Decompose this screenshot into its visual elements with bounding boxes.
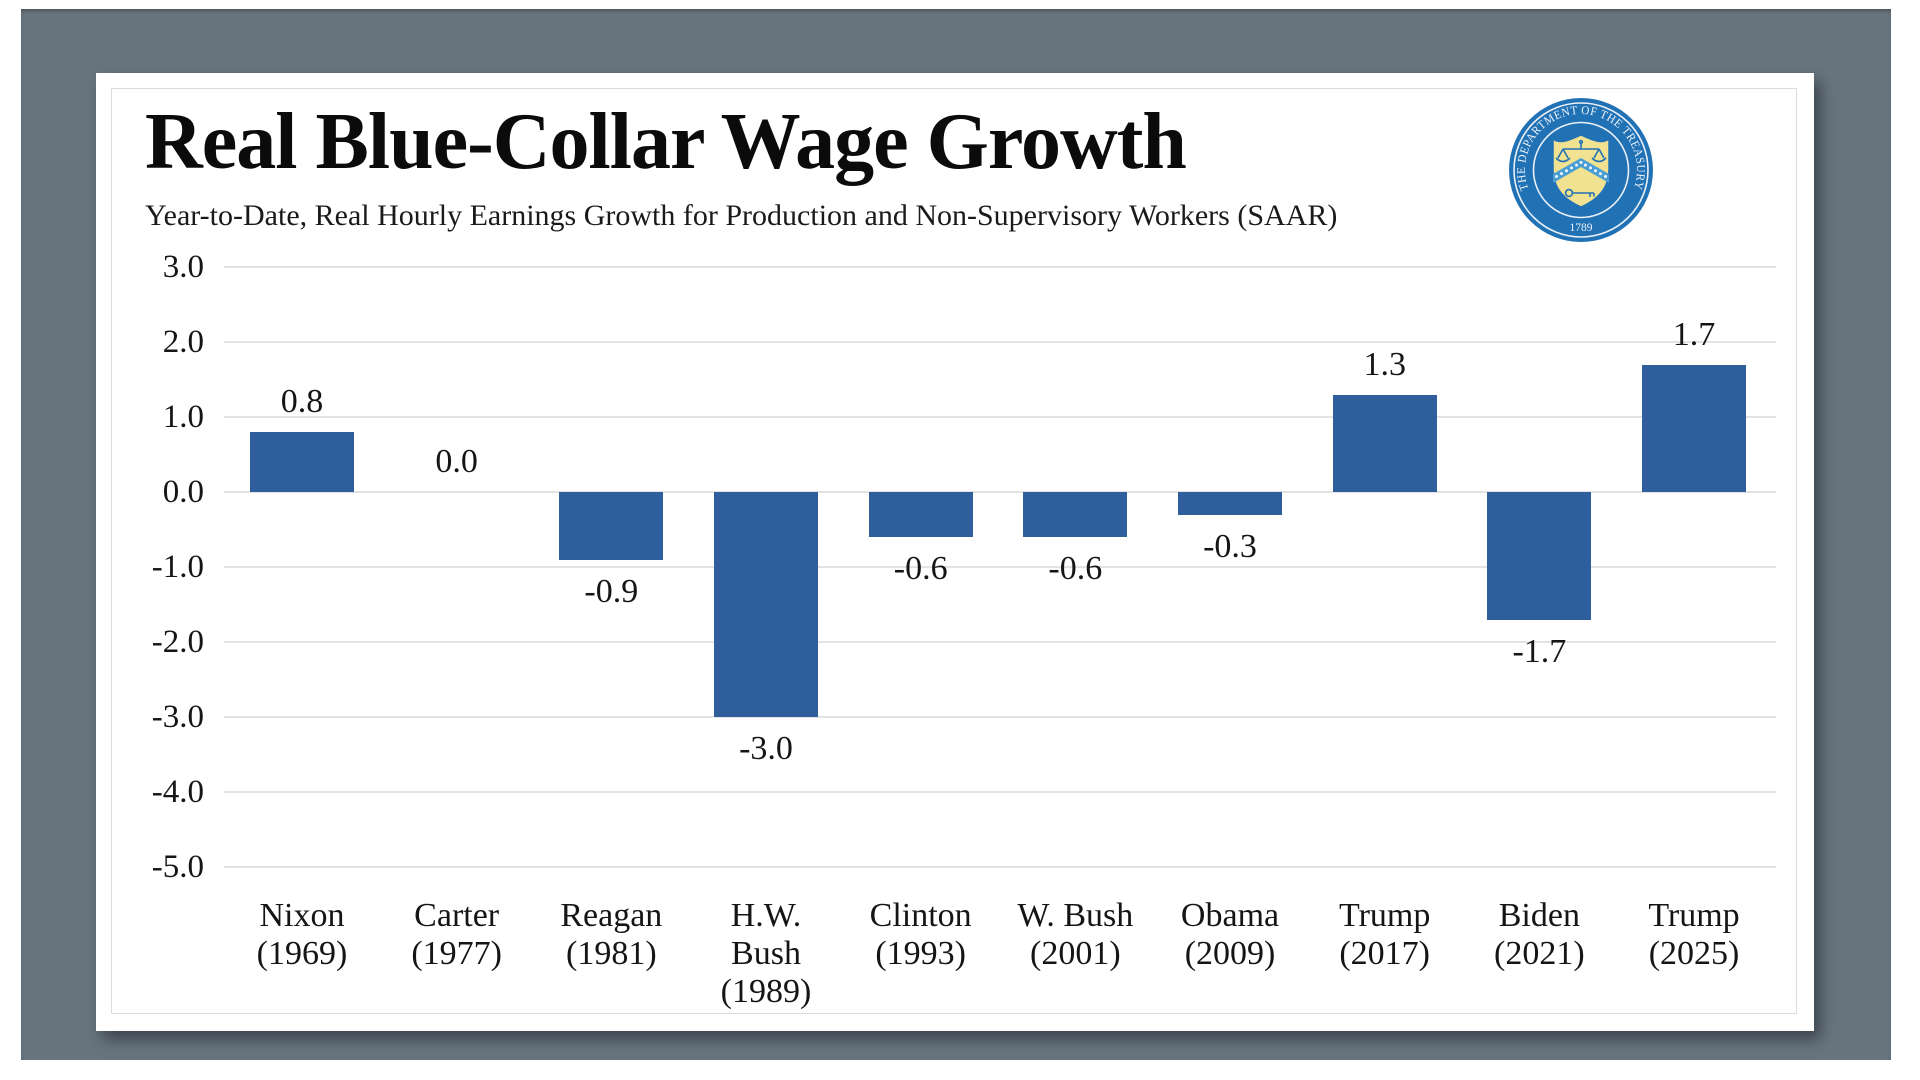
bar-value-label: 1.7 xyxy=(1672,315,1716,353)
x-axis-label-line: Biden xyxy=(1498,897,1580,934)
x-axis-category-label: Reagan (1981) xyxy=(560,897,662,973)
x-axis-label-line: Reagan xyxy=(560,897,663,934)
bar xyxy=(1332,394,1437,492)
x-axis-label-line: Trump xyxy=(1339,897,1431,934)
chart-card: Real Blue-Collar Wage Growth Year-to-Dat… xyxy=(96,73,1814,1031)
x-axis-category-label: W. Bush (2001) xyxy=(1017,897,1133,973)
x-axis-label-line: H.W. xyxy=(730,897,802,934)
x-axis-label-line: Trump xyxy=(1648,897,1740,934)
bar xyxy=(1487,492,1592,620)
bar xyxy=(1178,492,1283,515)
x-axis-category-label: H.W. Bush (1989) xyxy=(721,897,812,1011)
chart-subtitle: Year-to-Date, Real Hourly Earnings Growt… xyxy=(145,199,1338,232)
x-axis-label-line: W. Bush xyxy=(1017,897,1134,934)
bar xyxy=(1642,364,1747,492)
x-axis-label-line: (2017) xyxy=(1339,935,1431,972)
y-axis-tick-label: -2.0 xyxy=(151,624,204,660)
x-axis-label-line: Obama xyxy=(1180,897,1280,934)
seal-scales-icon xyxy=(1555,139,1607,163)
x-axis-label-line: (2001) xyxy=(1030,935,1121,972)
seal-key-icon xyxy=(1564,188,1595,198)
bar-value-label: -0.3 xyxy=(1203,527,1257,565)
bar-value-label: -0.6 xyxy=(1048,550,1103,587)
bar xyxy=(559,492,664,560)
x-axis-label-line: (1977) xyxy=(411,935,502,972)
x-axis-label-line: (1969) xyxy=(256,935,348,972)
gridline xyxy=(224,416,1776,418)
gridline xyxy=(224,566,1776,568)
gridline xyxy=(224,341,1776,343)
gridline xyxy=(224,866,1776,868)
x-axis-category-label: Biden (2021) xyxy=(1494,897,1585,973)
treasury-seal-icon: THE DEPARTMENT OF THE TREASURY 1789 xyxy=(1509,98,1653,242)
x-axis-category-label: Carter (1977) xyxy=(411,897,502,973)
bar xyxy=(1023,492,1128,537)
bar xyxy=(250,432,354,492)
seal-chevron-stars xyxy=(1555,161,1607,178)
y-axis-tick-label: 0.0 xyxy=(162,474,204,510)
gridline xyxy=(224,641,1776,643)
gridline xyxy=(224,491,1776,493)
x-axis-label-line: Nixon xyxy=(259,897,345,934)
bar xyxy=(868,492,973,537)
seal-year: 1789 xyxy=(1570,222,1593,234)
bar xyxy=(714,492,818,717)
bar-value-label: -1.7 xyxy=(1512,632,1567,670)
y-axis-tick-label: -1.0 xyxy=(151,549,204,585)
bar-value-label: 0.8 xyxy=(280,383,324,420)
chart-title: Real Blue-Collar Wage Growth xyxy=(145,98,1187,186)
y-axis-tick-label: 2.0 xyxy=(162,324,204,360)
x-axis-category-label: Trump (2017) xyxy=(1339,897,1430,973)
bar-value-label: -0.6 xyxy=(893,550,948,587)
seal-shield xyxy=(1552,134,1610,208)
x-axis-category-label: Nixon (1969) xyxy=(257,897,348,973)
x-axis-label-line: (1989) xyxy=(720,973,812,1010)
x-axis-label-line: Bush xyxy=(731,935,801,972)
bar-value-label: 0.0 xyxy=(435,443,478,480)
y-axis-tick-label: -4.0 xyxy=(151,774,204,810)
slide-background: Real Blue-Collar Wage Growth Year-to-Dat… xyxy=(21,9,1891,1060)
x-axis-label-line: (2025) xyxy=(1648,935,1740,972)
x-axis-category-label: Obama (2009) xyxy=(1181,897,1279,973)
bar-value-label: 1.3 xyxy=(1363,345,1406,383)
gridline xyxy=(224,791,1776,793)
x-axis-label-line: (1981) xyxy=(565,935,657,972)
y-axis-tick-label: -5.0 xyxy=(151,849,204,885)
gridline xyxy=(224,716,1776,718)
y-axis-tick-label: 1.0 xyxy=(162,399,204,435)
x-axis-label-line: (2021) xyxy=(1494,935,1585,972)
x-axis-label-line: (2009) xyxy=(1184,935,1276,972)
x-axis-label-line: Carter xyxy=(414,897,500,934)
x-axis-category-label: Trump (2025) xyxy=(1648,897,1739,973)
y-axis-tick-label: -3.0 xyxy=(151,699,204,735)
x-axis-category-label: Clinton (1993) xyxy=(870,897,972,973)
bar-value-label: -0.9 xyxy=(584,572,639,610)
x-axis-label-line: Clinton xyxy=(869,897,972,934)
gridline xyxy=(224,266,1776,268)
y-axis-tick-label: 3.0 xyxy=(162,249,204,285)
bar-value-label: -3.0 xyxy=(739,730,793,767)
x-axis-label-line: (1993) xyxy=(875,935,966,972)
